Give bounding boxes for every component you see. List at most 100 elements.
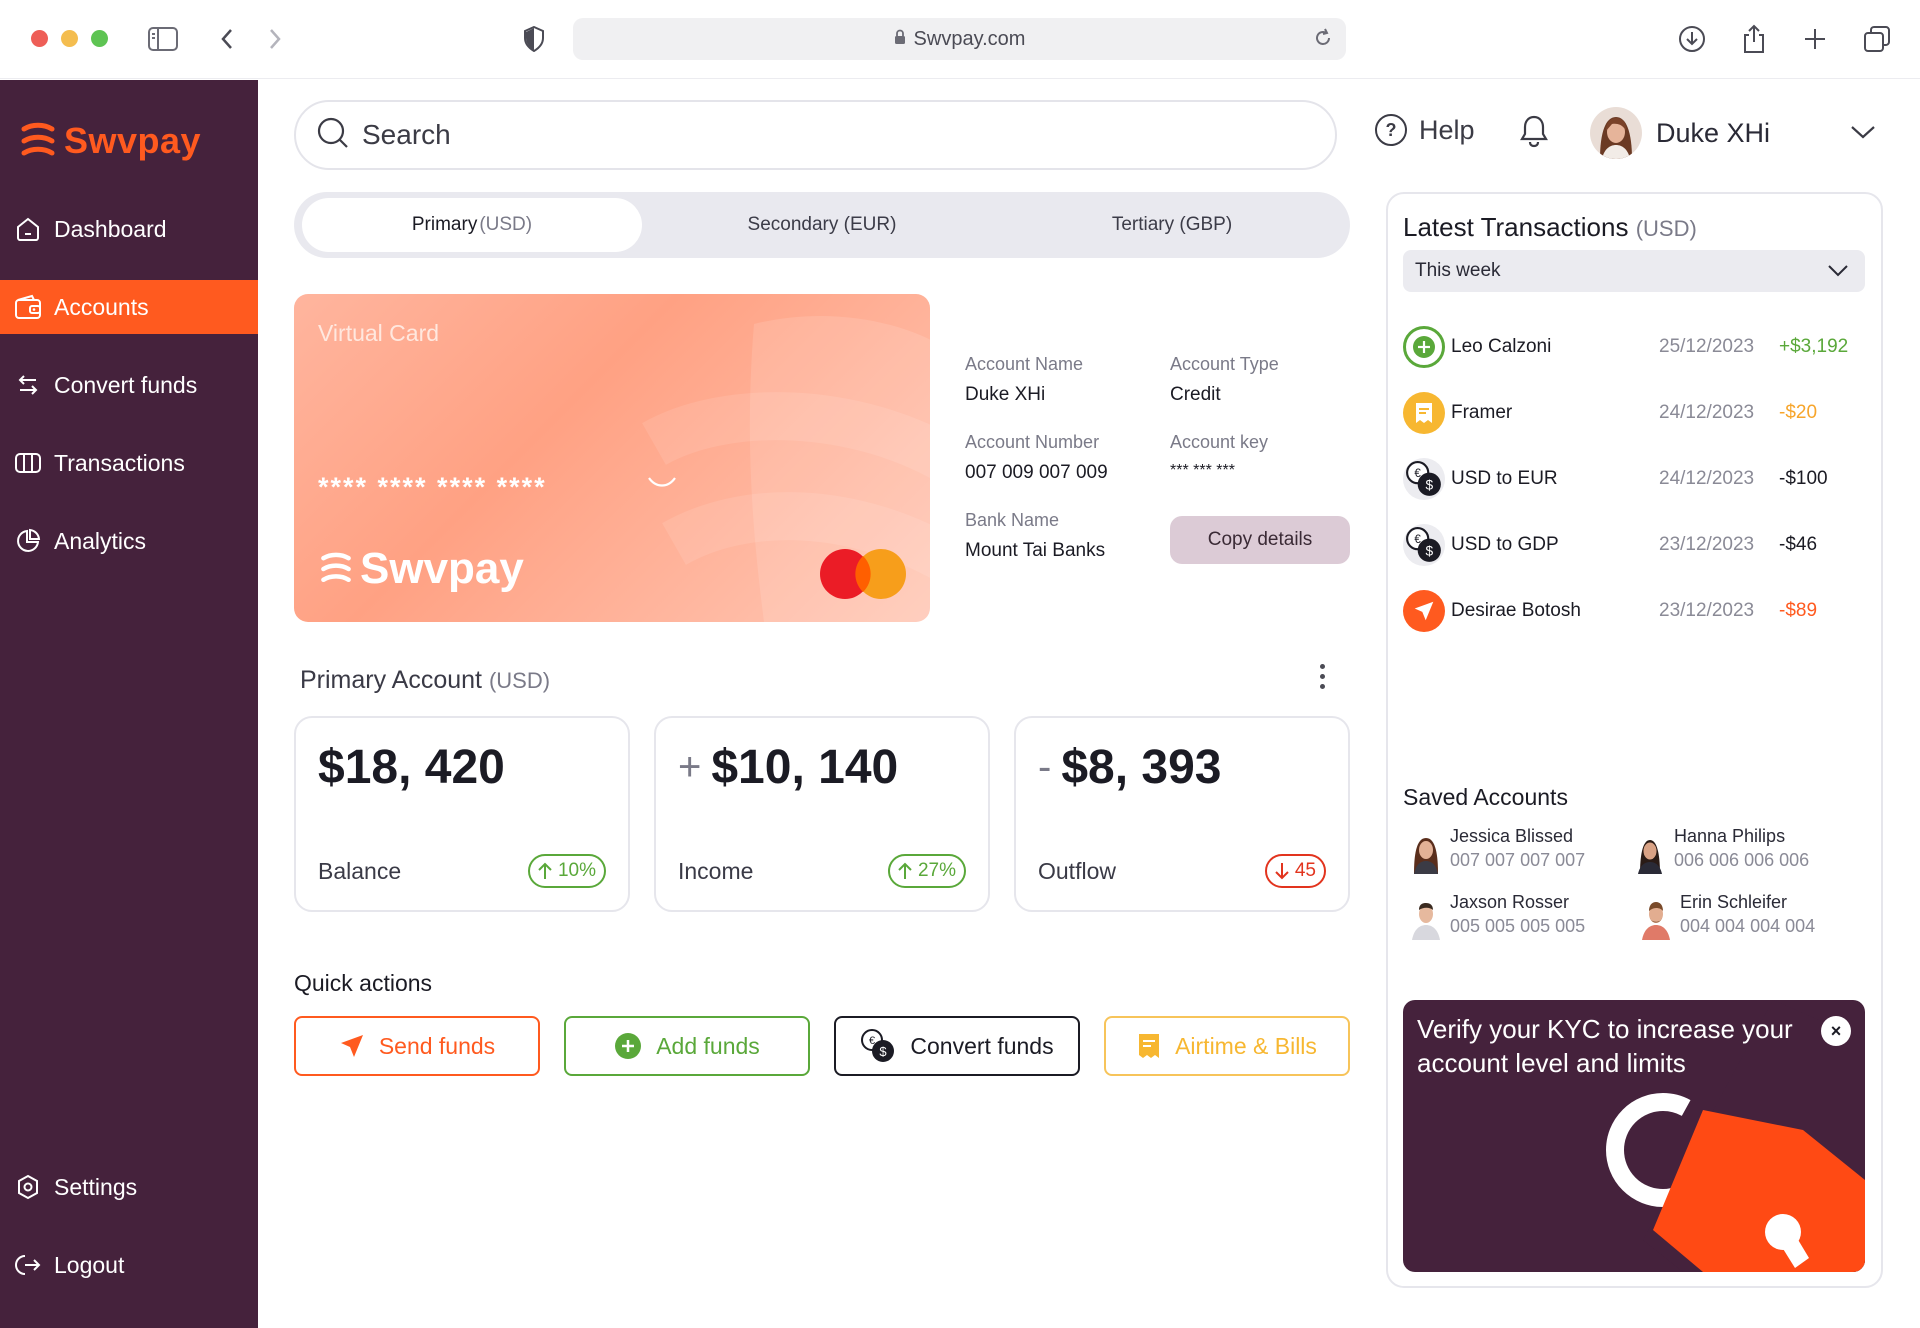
- right-panel: [1386, 192, 1883, 1288]
- transaction-date: 23/12/2023: [1659, 600, 1755, 621]
- tabs-overview-icon[interactable]: [1860, 22, 1894, 56]
- sidebar-item-label: Logout: [54, 1251, 125, 1278]
- sidebar-toggle-icon[interactable]: [146, 22, 180, 56]
- button-label: Airtime & Bills: [1175, 1032, 1317, 1059]
- user-avatar[interactable]: [1590, 107, 1642, 159]
- svg-text:$: $: [1425, 544, 1433, 559]
- tab-primary[interactable]: Primary (USD): [302, 198, 642, 252]
- sidebar-item-analytics[interactable]: Analytics: [0, 514, 258, 568]
- tab-label: Primary: [411, 214, 478, 235]
- sidebar-item-settings[interactable]: Settings: [0, 1160, 258, 1214]
- plus-circle-icon: [1403, 326, 1445, 368]
- close-icon[interactable]: ×: [1821, 1016, 1851, 1046]
- swvpay-logo-icon: [21, 122, 55, 156]
- saved-account-name: Jaxson Rosser: [1450, 892, 1570, 912]
- tab-tertiary[interactable]: Tertiary (GBP): [1002, 198, 1342, 252]
- more-options-icon[interactable]: [1320, 664, 1325, 689]
- avatar: [1638, 840, 1662, 874]
- convert-funds-button[interactable]: € $ Convert funds: [834, 1016, 1080, 1076]
- swvpay-logo-icon: [321, 552, 351, 583]
- maximize-window-button[interactable]: [91, 30, 108, 47]
- arrow-down-icon: [1275, 863, 1289, 880]
- change-value: 45: [1294, 860, 1316, 881]
- transaction-amount: -$46: [1779, 534, 1818, 555]
- sidebar-item-label: Analytics: [54, 527, 147, 554]
- saved-account-number: 005 005 005 005: [1450, 916, 1586, 936]
- stat-amount: + $10, 140: [678, 740, 898, 795]
- sidebar-item-convert-funds[interactable]: Convert funds: [0, 358, 258, 412]
- kyc-banner[interactable]: Verify your KYC to increase your account…: [1403, 1000, 1865, 1272]
- logout-icon: [14, 1251, 42, 1279]
- section-currency: (USD): [488, 668, 551, 693]
- mastercard-icon: [820, 549, 906, 599]
- download-icon[interactable]: [1675, 22, 1709, 56]
- section-title-text: Primary Account: [300, 666, 483, 694]
- sidebar-item-logout[interactable]: Logout: [0, 1238, 258, 1292]
- avatar: [1414, 838, 1438, 874]
- period-select[interactable]: This week: [1403, 250, 1865, 292]
- minimize-window-button[interactable]: [61, 30, 78, 47]
- share-icon[interactable]: [1737, 22, 1771, 56]
- chevron-down-icon[interactable]: [1850, 124, 1876, 145]
- send-icon: [1403, 590, 1445, 632]
- question-icon: ?: [1375, 114, 1407, 146]
- transaction-row[interactable]: Framer 24/12/2023 -$20: [1403, 392, 1863, 436]
- new-tab-icon[interactable]: [1798, 22, 1832, 56]
- transaction-date: 25/12/2023: [1659, 336, 1755, 357]
- plus-circle-icon: [614, 1032, 642, 1060]
- transaction-amount: -$100: [1779, 468, 1828, 489]
- copy-details-button[interactable]: Copy details: [1170, 516, 1350, 564]
- sidebar-item-accounts[interactable]: Accounts: [0, 280, 258, 334]
- avatar: [1412, 903, 1440, 940]
- stat-sign: -: [1038, 745, 1052, 789]
- transaction-row[interactable]: Leo Calzoni 25/12/2023 +$3,192: [1403, 326, 1863, 370]
- help-button[interactable]: ? Help: [1375, 114, 1475, 146]
- eye-closed-icon[interactable]: [646, 474, 678, 497]
- card-icon: [14, 449, 42, 477]
- account-key-value: *** *** ***: [1170, 462, 1235, 479]
- back-icon[interactable]: [210, 22, 244, 56]
- account-name-value: Duke XHi: [965, 384, 1046, 405]
- account-tabs: Primary (USD) Secondary (EUR) Tertiary (…: [294, 192, 1350, 258]
- user-name[interactable]: Duke XHi: [1656, 118, 1771, 148]
- tab-label: Secondary: [747, 214, 839, 235]
- transaction-row[interactable]: € $ USD to GDP 23/12/2023 -$46: [1403, 524, 1863, 568]
- transaction-name: USD to EUR: [1451, 468, 1558, 489]
- brand-logo[interactable]: Swvpay: [18, 120, 201, 162]
- arrow-up-icon: [538, 862, 552, 879]
- coins-icon: € $: [860, 1028, 896, 1064]
- tab-currency: (USD): [479, 214, 533, 235]
- saved-account-number: 007 007 007 007: [1450, 850, 1586, 870]
- transaction-row[interactable]: € $ USD to EUR 24/12/2023 -$100: [1403, 458, 1863, 502]
- tab-secondary[interactable]: Secondary (EUR): [652, 198, 992, 252]
- airtime-bills-button[interactable]: Airtime & Bills: [1104, 1016, 1350, 1076]
- address-bar[interactable]: Swvpay.com: [573, 18, 1346, 60]
- balance-card: $18, 420 Balance 10%: [294, 716, 630, 912]
- stat-amount: - $8, 393: [1038, 740, 1221, 795]
- panel-currency: (USD): [1635, 216, 1697, 241]
- stat-label: Outflow: [1038, 858, 1116, 884]
- transaction-amount: -$20: [1779, 402, 1818, 423]
- transaction-amount: +$3,192: [1779, 336, 1849, 357]
- reload-icon[interactable]: [1314, 28, 1332, 54]
- forward-icon[interactable]: [258, 22, 292, 56]
- send-funds-button[interactable]: Send funds: [294, 1016, 540, 1076]
- arrow-up-icon: [898, 862, 912, 879]
- account-key-label: Account key: [1170, 432, 1269, 452]
- card-pattern: [642, 315, 930, 622]
- svg-text:€: €: [1414, 533, 1421, 546]
- virtual-card[interactable]: Virtual Card **** **** **** **** Swvpay: [294, 294, 930, 622]
- add-funds-button[interactable]: Add funds: [564, 1016, 810, 1076]
- bell-icon[interactable]: [1518, 114, 1550, 153]
- coins-icon: € $: [1403, 524, 1445, 566]
- transaction-name: Desirae Botosh: [1451, 600, 1581, 621]
- send-icon: [339, 1033, 365, 1059]
- close-window-button[interactable]: [31, 30, 48, 47]
- sidebar-item-transactions[interactable]: Transactions: [0, 436, 258, 490]
- shield-icon[interactable]: [517, 22, 551, 56]
- search-input[interactable]: Search: [294, 100, 1337, 170]
- sidebar-item-dashboard[interactable]: Dashboard: [0, 202, 258, 256]
- transaction-date: 23/12/2023: [1659, 534, 1755, 555]
- browser-toolbar: Swvpay.com: [0, 0, 1920, 79]
- transaction-row[interactable]: Desirae Botosh 23/12/2023 -$89: [1403, 590, 1863, 634]
